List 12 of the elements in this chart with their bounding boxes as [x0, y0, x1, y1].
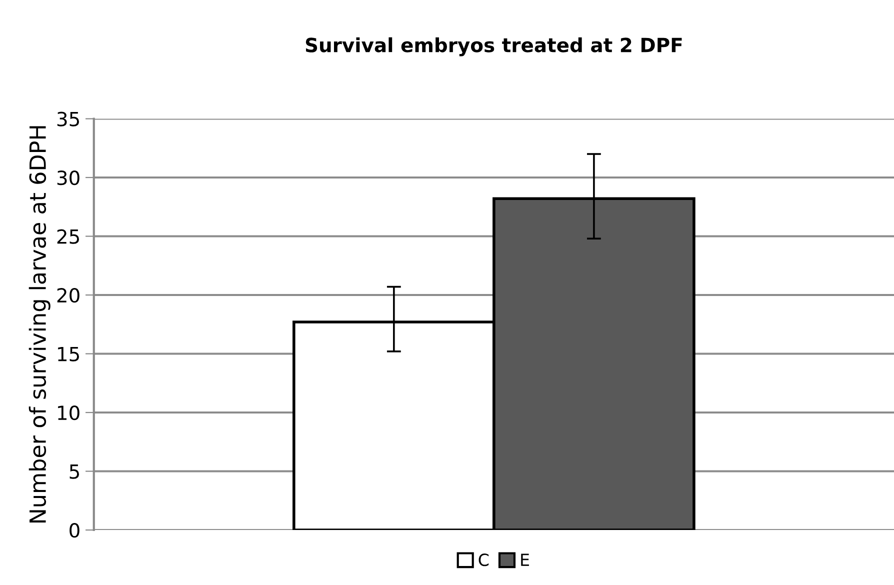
y-tick-label: 25	[57, 229, 79, 244]
y-tick-label: 15	[58, 346, 79, 362]
legend-label: C	[478, 554, 489, 566]
y-tick-label: 5	[70, 464, 79, 479]
y-tick-label: 35	[57, 112, 79, 126]
y-tick-label: 10	[58, 405, 80, 420]
y-tick-label: 30	[57, 170, 80, 186]
legend-label: E	[521, 554, 529, 566]
chart-title: Survival embryos treated at 2 DPF	[306, 37, 682, 56]
y-axis-title: Number of surviving larvae at 6DPH	[28, 126, 50, 523]
y-tick-label: 0	[70, 522, 80, 538]
y-tick-label: 20	[57, 288, 80, 303]
